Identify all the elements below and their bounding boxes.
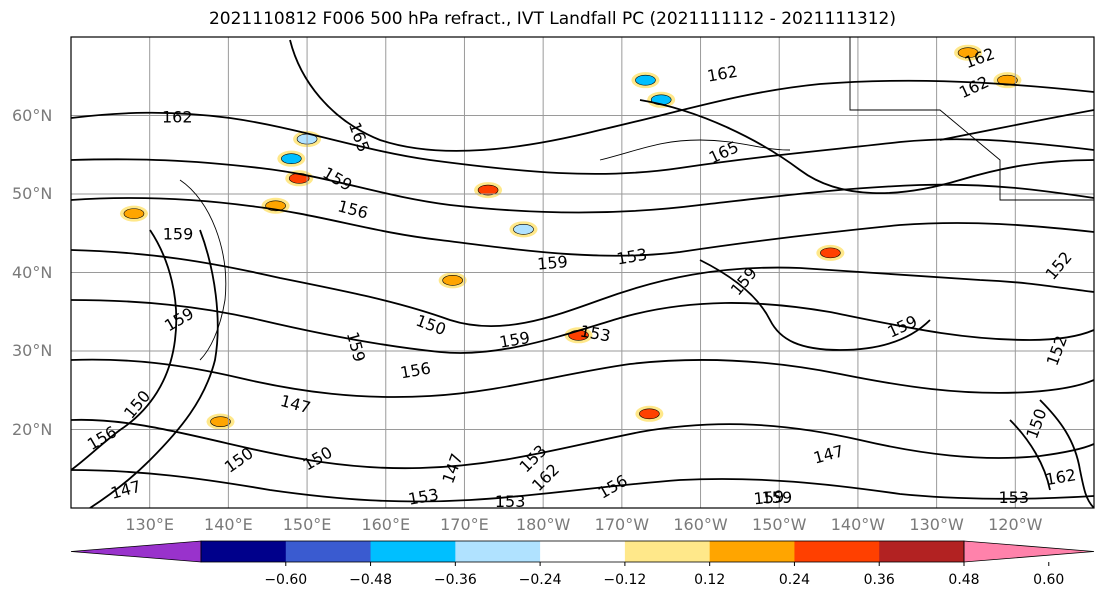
lon-tick-label: 140°E <box>204 515 253 534</box>
map-frame <box>70 36 1095 509</box>
contour-label: 153 <box>998 488 1029 507</box>
contour-label: 159 <box>762 488 793 507</box>
contour-line <box>289 39 1094 152</box>
contour-line <box>89 229 219 508</box>
contour-label: 153 <box>495 492 526 511</box>
shaded-anomaly <box>635 74 656 86</box>
contour-line <box>71 197 1094 257</box>
refractivity-contours <box>71 39 1094 508</box>
contour-line <box>639 99 1094 194</box>
colorbar-tick-label: −0.24 <box>518 572 562 588</box>
contour-line <box>71 358 1094 398</box>
colorbar-tick-label: −0.48 <box>349 572 392 588</box>
colorbar-tick-label: 0.60 <box>1033 572 1065 588</box>
lat-tick-label: 60°N <box>12 105 53 125</box>
colorbar-tick-label: 0.12 <box>694 572 726 588</box>
shaded-anomaly <box>123 208 145 219</box>
contour-line <box>939 109 1094 141</box>
lat-tick-label: 20°N <box>12 419 53 439</box>
colorbar-segment <box>201 541 287 562</box>
lat-tick-label: 50°N <box>12 184 53 203</box>
colorbar-tick-label: −0.12 <box>603 572 647 588</box>
contour-label: 153 <box>407 485 440 509</box>
colorbar-segment <box>455 541 541 562</box>
map-title: 2021110812 F006 500 hPa refract., IVT La… <box>208 9 896 29</box>
contour-label: 159 <box>536 252 568 274</box>
contour-line <box>1009 419 1051 491</box>
contour-line <box>71 299 1094 354</box>
colorbar-segment <box>370 541 456 562</box>
colorbar-outline <box>200 540 965 563</box>
contour-line <box>71 249 1094 328</box>
shaded-anomaly <box>957 47 979 59</box>
lon-tick-label: 150°W <box>752 515 807 534</box>
colorbar-segment <box>794 541 880 562</box>
lat-tick-label: 30°N <box>12 341 53 360</box>
lon-tick-label: 150°E <box>282 515 332 534</box>
shaded-anomaly <box>210 416 231 427</box>
lon-tick-label: 130°E <box>125 515 175 534</box>
shaded-anomaly <box>281 153 302 164</box>
coastline <box>179 179 227 361</box>
lon-tick-label: 160°E <box>361 515 411 534</box>
colorbar-segment <box>879 541 965 562</box>
lon-tick-label: 120°W <box>988 515 1043 534</box>
contour-line <box>71 111 1094 175</box>
contour-label: 159 <box>163 224 194 243</box>
lat-tick-label: 40°N <box>12 262 53 282</box>
colorbar-tick-label: 0.48 <box>948 572 980 588</box>
coastline <box>599 139 791 161</box>
contour-label: 159 <box>753 487 785 509</box>
lon-tick-label: 180°W <box>515 515 571 534</box>
contour-line <box>71 469 1094 503</box>
lon-tick-label: 140°W <box>830 515 886 534</box>
colorbar-tick-label: 0.36 <box>863 572 895 588</box>
colorbar-segment <box>624 541 711 562</box>
contour-line <box>71 229 178 471</box>
contour-line <box>71 158 1094 214</box>
colorbar-segment <box>709 541 795 562</box>
colorbar-tick-label: 0.24 <box>778 572 811 588</box>
colorbar-extend-high <box>963 540 1095 563</box>
colorbar-extend-low <box>70 540 202 563</box>
contour-line <box>1039 399 1094 508</box>
gridlines <box>71 37 1094 508</box>
lon-tick-label: 170°W <box>594 515 650 534</box>
shaded-anomaly <box>442 275 463 286</box>
lon-tick-label: 130°W <box>909 515 964 534</box>
colorbar-segment <box>540 541 626 562</box>
shaded-anomaly <box>639 408 660 420</box>
colorbar-tick-label: −0.60 <box>264 572 308 588</box>
lon-tick-label: 160°W <box>673 515 728 534</box>
coastline <box>849 37 1094 201</box>
coastlines <box>179 37 1094 361</box>
lon-tick-label: 170°E <box>440 515 489 534</box>
shaded-anomaly <box>477 184 499 196</box>
colorbar <box>70 540 1095 566</box>
shaded-anomaly <box>513 224 534 235</box>
contour-line <box>71 418 1094 470</box>
colorbar-segment <box>285 541 372 562</box>
contour-label: 162 <box>162 107 193 126</box>
contour-line <box>699 259 931 351</box>
colorbar-tick-label: −0.36 <box>433 572 477 588</box>
shaded-anomaly <box>820 247 841 259</box>
